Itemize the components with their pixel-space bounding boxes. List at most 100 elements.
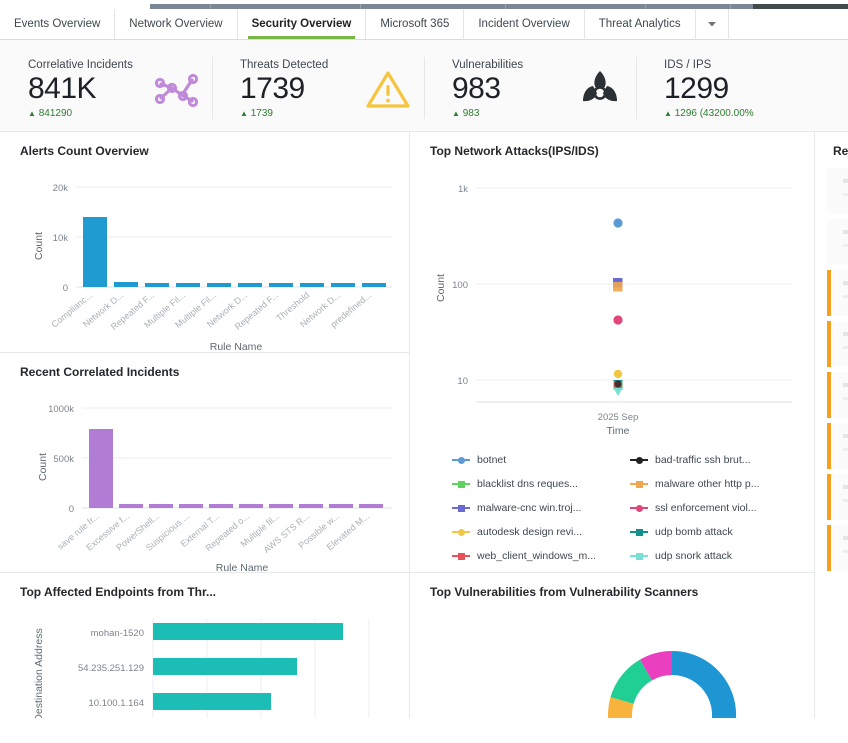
legend-item-autodesk-design[interactable]: autodesk design revi... (452, 520, 622, 543)
kpi-delta: ▲ 841290 (28, 108, 150, 119)
legend-label: udp snork attack (655, 549, 733, 562)
warning-triangle-icon (362, 65, 414, 113)
x-axis-label: Rule Name (216, 562, 269, 572)
gridlines (82, 407, 392, 509)
panel-title: Top Vulnerabilities from Vulnerability S… (430, 585, 699, 599)
kpi-correlative-incidents[interactable]: Correlative Incidents 841K ▲ 841290 (0, 47, 212, 131)
list-item[interactable] (827, 219, 848, 265)
recent-correlated-incidents-chart[interactable]: 1000k 500k 0 Count (20, 383, 402, 572)
legend-label: botnet (477, 453, 507, 466)
list-item[interactable] (827, 321, 848, 367)
kpi-delta: ▲ 1296 (43200.00% (664, 108, 842, 119)
svg-text:mohan-1520: mohan-1520 (91, 628, 144, 639)
y-tick-labels: 20k 10k 0 (53, 183, 69, 294)
delta-up-icon: ▲ (28, 109, 36, 119)
kpi-value: 1739 (240, 71, 305, 105)
window-title-bar (150, 4, 848, 9)
legend-item-malware-cnc[interactable]: malware-cnc win.troj... (452, 496, 622, 519)
kpi-delta-value: 1739 (250, 108, 273, 120)
legend-label: web_client_windows_m... (477, 549, 597, 562)
tab-label: Incident Overview (478, 18, 570, 30)
kpi-title: IDS / IPS (664, 58, 712, 71)
legend-marker-circle-icon (630, 454, 648, 466)
y-axis-label: Destination Address (33, 628, 45, 718)
list-item[interactable] (827, 474, 848, 520)
bars (153, 623, 343, 710)
x-tick-labels: Complianc... Network D... Repeated F... … (50, 290, 374, 332)
x-tick-labels: 2025 Sep (598, 412, 639, 423)
legend-marker-circle-icon (452, 526, 470, 538)
tab-label: Security Overview (251, 18, 352, 30)
kpi-vulnerabilities[interactable]: Vulnerabilities 983 ▲ 983 (424, 47, 636, 131)
network-attacks-legend: botnet bad-traffic ssh brut... blacklist… (430, 448, 800, 567)
tab-network-overview[interactable]: Network Overview (115, 9, 238, 39)
recent-list (821, 168, 848, 571)
x-tick-labels: save rule fr... Excessive f... PowerShel… (55, 511, 371, 555)
kpi-delta: ▲ 1739 (240, 108, 362, 119)
kpi-value: 983 (452, 71, 501, 105)
list-item[interactable] (827, 270, 848, 316)
tab-label: Microsoft 365 (380, 18, 450, 30)
y-axis-label: Count (435, 274, 447, 302)
svg-text:20k: 20k (53, 183, 69, 194)
dashboard-column-middle: Top Network Attacks(IPS/IDS) 1k 100 10 C… (410, 132, 815, 718)
list-item[interactable] (827, 168, 848, 214)
tab-overflow-button[interactable] (696, 9, 729, 39)
legend-item-blacklist-dns[interactable]: blacklist dns reques... (452, 472, 622, 495)
legend-marker-circle-icon (452, 454, 470, 466)
svg-text:10.100.1.164: 10.100.1.164 (89, 698, 144, 709)
legend-item-udp-snork-attack[interactable]: udp snork attack (630, 544, 800, 567)
kpi-delta-value: 1296 (43200.00% (674, 108, 754, 120)
donut-slices (607, 650, 737, 718)
legend-label: malware-cnc win.troj... (477, 501, 582, 514)
tab-events-overview[interactable]: Events Overview (0, 9, 116, 39)
legend-item-bad-traffic-ssh[interactable]: bad-traffic ssh brut... (630, 448, 800, 471)
y-tick-labels: 1k 100 10 (452, 184, 468, 387)
legend-item-botnet[interactable]: botnet (452, 448, 622, 471)
kpi-threats-detected[interactable]: Threats Detected 1739 ▲ 1739 (212, 47, 424, 131)
bars (89, 429, 383, 508)
legend-label: autodesk design revi... (477, 525, 583, 538)
legend-item-web-client-windows[interactable]: web_client_windows_m... (452, 544, 622, 567)
top-network-attacks-chart[interactable]: 1k 100 10 Count (430, 162, 805, 434)
legend-item-malware-other-http[interactable]: malware other http p... (630, 472, 800, 495)
biohazard-icon (574, 65, 626, 113)
kpi-value: 841K (28, 71, 97, 105)
legend-marker-square-icon (452, 478, 470, 490)
chevron-down-icon (707, 22, 716, 27)
panel-top-affected-endpoints: Top Affected Endpoints from Thr... Desti… (0, 572, 409, 718)
legend-label: blacklist dns reques... (477, 477, 578, 490)
tab-threat-analytics[interactable]: Threat Analytics (585, 9, 696, 39)
delta-up-icon: ▲ (240, 109, 248, 119)
tab-microsoft-365[interactable]: Microsoft 365 (366, 9, 465, 39)
legend-item-udp-bomb-attack[interactable]: udp bomb attack (630, 520, 800, 543)
legend-label: malware other http p... (655, 477, 760, 490)
dashboard-column-right: Re (815, 132, 848, 718)
x-axis-label: Rule Name (210, 341, 263, 352)
kpi-delta: ▲ 983 (452, 108, 574, 119)
kpi-value: 1299 (664, 71, 729, 105)
list-item[interactable] (827, 423, 848, 469)
panel-recent-correlated-incidents: Recent Correlated Incidents 1000k 500k 0… (0, 352, 409, 572)
panel-top-network-attacks: Top Network Attacks(IPS/IDS) 1k 100 10 C… (410, 132, 814, 572)
kpi-summary-row: Correlative Incidents 841K ▲ 841290 (0, 40, 848, 132)
svg-text:500k: 500k (53, 454, 74, 465)
panel-title: Top Network Attacks(IPS/IDS) (430, 144, 599, 158)
top-vulnerabilities-donut-chart[interactable] (430, 603, 810, 718)
top-affected-endpoints-chart[interactable]: Destination Address mohan-1520 54.235.25… (20, 603, 402, 718)
list-item[interactable] (827, 525, 848, 571)
alerts-count-chart[interactable]: 20k 10k 0 Count (20, 162, 402, 352)
legend-marker-triangle-icon (630, 550, 648, 562)
list-item[interactable] (827, 372, 848, 418)
y-tick-labels: mohan-1520 54.235.251.129 10.100.1.164 7… (78, 628, 144, 709)
kpi-ids-ips[interactable]: IDS / IPS 1299 ▲ 1296 (43200.00% (636, 47, 848, 131)
window-title-strip (0, 0, 848, 9)
svg-text:2025 Sep: 2025 Sep (598, 412, 639, 423)
tab-incident-overview[interactable]: Incident Overview (464, 9, 585, 39)
legend-item-ssl-enforcement[interactable]: ssl enforcement viol... (630, 496, 800, 519)
panel-title: Recent Correlated Incidents (20, 365, 180, 379)
tab-security-overview[interactable]: Security Overview (238, 9, 367, 39)
legend-marker-square-icon (630, 478, 648, 490)
tab-label: Network Overview (129, 18, 223, 30)
scatter-points (613, 218, 623, 396)
